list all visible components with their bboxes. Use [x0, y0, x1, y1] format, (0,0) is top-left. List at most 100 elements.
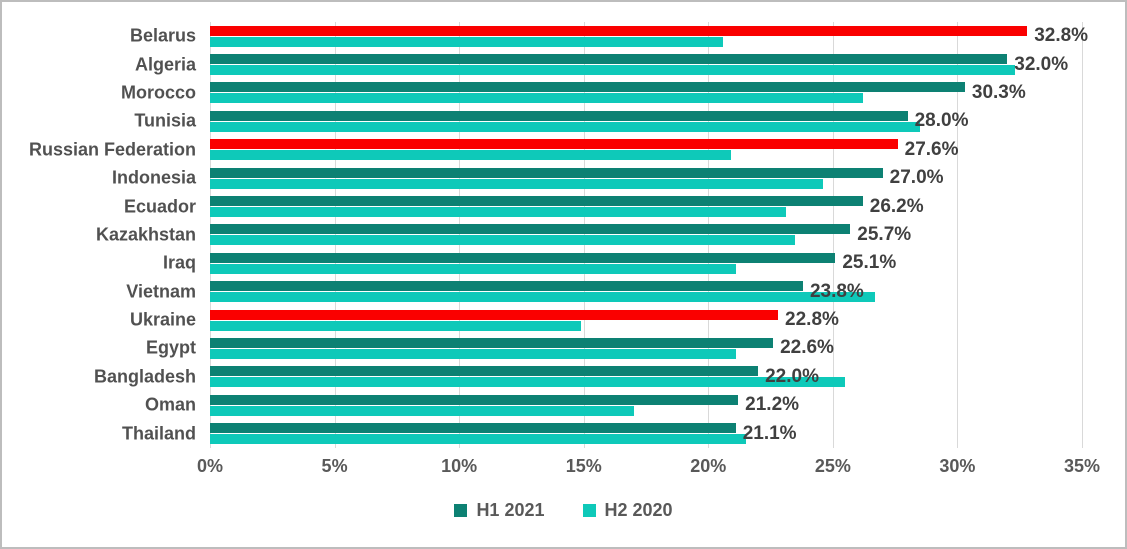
h2-2020-bar[interactable] [210, 65, 1015, 76]
gridline [334, 22, 336, 448]
bar-row: Oman 21.2% [145, 391, 1082, 419]
x-tick-label: 0% [196, 456, 224, 476]
value-label: 28.0% [914, 110, 969, 132]
category-label: Kazakhstan [95, 224, 196, 245]
bar-row: Ukraine 22.8% [130, 306, 1082, 334]
value-label: 21.2% [745, 394, 800, 416]
x-axis: 0% 5% 10% 15% 20% 25% 30% 35% [197, 456, 1100, 480]
gridline [1082, 22, 1083, 448]
bar-row: Thailand 21.1% [122, 419, 1082, 447]
gridline [832, 22, 834, 448]
h2-2020-bar[interactable] [210, 150, 731, 161]
legend-item-h1-2021[interactable]: H1 2021 [454, 500, 545, 521]
value-label: 30.3% [971, 81, 1026, 103]
bar-row: Indonesia 27.0% [112, 164, 1082, 192]
h1-2021-bar[interactable] [210, 224, 851, 235]
value-label: 25.7% [857, 223, 912, 245]
bar-row: Belarus 32.8% [130, 22, 1088, 50]
bar-row: Russian Federation 27.6% [29, 136, 1082, 164]
bar-row: Algeria 32.0% [135, 50, 1082, 78]
bar-row: Egypt 22.6% [146, 334, 1082, 362]
value-label: 22.0% [765, 365, 819, 387]
bar-row: Ecuador 26.2% [124, 192, 1082, 220]
gridline [957, 22, 959, 448]
h1-2021-bar[interactable] [210, 281, 803, 292]
legend-swatch-h2-2020 [582, 504, 596, 517]
x-tick-label: 25% [814, 456, 851, 476]
h2-2020-bar[interactable] [210, 377, 846, 388]
h1-2021-bar[interactable] [210, 366, 759, 377]
bar-row: Kazakhstan 25.7% [96, 221, 1082, 249]
h2-2020-bar[interactable] [210, 93, 863, 104]
category-label: Thailand [121, 423, 196, 444]
category-label: Vietnam [126, 281, 196, 302]
value-label: 32.8% [1034, 25, 1089, 47]
h2-2020-bar[interactable] [210, 320, 582, 331]
category-label: Ukraine [129, 309, 196, 330]
category-label: Ecuador [123, 196, 196, 217]
h1-2021-bar[interactable] [210, 54, 1008, 65]
gridline [708, 22, 710, 448]
category-label: Tunisia [134, 110, 196, 131]
bar-row: Tunisia 28.0% [134, 107, 1082, 135]
bar-row: Bangladesh 22.0% [94, 363, 1082, 391]
category-label: Morocco [120, 82, 196, 103]
h1-2021-bar[interactable] [210, 252, 836, 263]
bar-row: Morocco 30.3% [121, 79, 1082, 107]
value-label: 26.2% [869, 195, 924, 217]
bar-row: Iraq 25.1% [163, 249, 1082, 277]
legend-item-h2-2020[interactable]: H2 2020 [582, 500, 673, 521]
category-label: Iraq [162, 252, 196, 273]
h1-2021-bar[interactable] [210, 139, 898, 150]
x-tick-label: 5% [321, 456, 348, 476]
category-label: Belarus [129, 25, 196, 46]
h2-2020-bar[interactable] [210, 434, 746, 445]
x-tick-label: 20% [690, 456, 727, 476]
value-label: 22.6% [780, 337, 834, 359]
h1-2021-bar[interactable] [210, 110, 908, 121]
h1-2021-bar[interactable] [210, 423, 736, 434]
category-label: Oman [144, 394, 196, 415]
h2-2020-bar[interactable] [210, 348, 736, 359]
legend-swatch-h1-2021 [454, 504, 468, 517]
h2-2020-bar[interactable] [210, 36, 724, 47]
x-tick-label: 30% [939, 456, 976, 476]
bar-row: Vietnam 23.8% [126, 278, 1082, 306]
category-label: Russian Federation [28, 139, 196, 160]
value-label: 22.8% [785, 309, 839, 331]
h1-2021-bar[interactable] [210, 25, 1028, 36]
h2-2020-bar[interactable] [210, 292, 876, 303]
h1-2021-bar[interactable] [210, 309, 779, 320]
h2-2020-bar[interactable] [210, 263, 736, 274]
value-label: 32.0% [1014, 53, 1069, 75]
value-label: 25.1% [842, 252, 897, 274]
x-tick-label: 35% [1063, 456, 1101, 476]
legend: H1 2021 H2 2020 [2, 500, 1125, 521]
category-label: Algeria [134, 54, 196, 75]
h1-2021-bar[interactable] [210, 196, 863, 207]
legend-label: H2 2020 [604, 500, 673, 520]
h1-2021-bar[interactable] [210, 82, 965, 93]
legend-label: H1 2021 [476, 500, 545, 520]
h1-2021-bar[interactable] [210, 167, 883, 178]
h1-2021-bar[interactable] [210, 337, 774, 348]
h1-2021-bar[interactable] [210, 394, 739, 405]
category-label: Egypt [145, 337, 196, 358]
h2-2020-bar[interactable] [210, 121, 921, 132]
gridline [210, 22, 211, 448]
x-tick-label: 10% [441, 456, 478, 476]
plot-area: Belarus 32.8% Algeria 32.0% Morocco 30.3% Tuni… [29, 22, 1088, 448]
h2-2020-bar[interactable] [210, 178, 823, 189]
h2-2020-bar[interactable] [210, 405, 634, 416]
value-label: 21.1% [742, 422, 797, 444]
category-label: Indonesia [111, 167, 196, 188]
category-label: Bangladesh [93, 366, 196, 387]
value-label: 27.0% [889, 167, 944, 189]
h2-2020-bar[interactable] [210, 207, 786, 218]
value-label: 27.6% [904, 138, 959, 160]
gridline [459, 22, 461, 448]
h2-2020-bar[interactable] [210, 235, 796, 246]
gridline [583, 22, 585, 448]
value-label: 23.8% [809, 280, 864, 302]
